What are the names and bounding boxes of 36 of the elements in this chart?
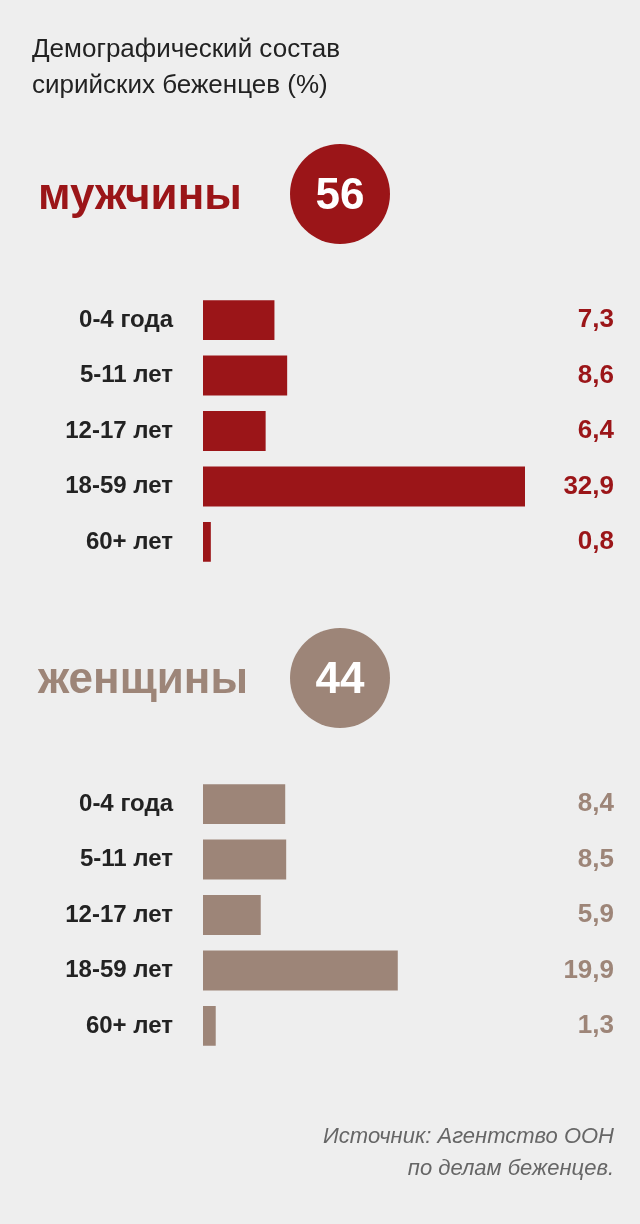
bar — [203, 300, 275, 341]
text: 44 — [290, 628, 390, 728]
data-label: 8,4 — [577, 787, 615, 818]
chart-subtitle: мужчины — [38, 169, 243, 219]
bar — [203, 950, 398, 991]
y-tick-label: 60+ лет — [85, 526, 174, 554]
data-label: 32,9 — [563, 469, 614, 500]
data-label: 0,8 — [577, 525, 614, 556]
bar — [203, 839, 287, 880]
bar — [203, 521, 211, 562]
y-tick-label: 18-59 лет — [65, 471, 174, 499]
y-tick-label: 12-17 лет — [65, 415, 174, 443]
text: 56 — [290, 144, 390, 244]
text: Источник: Агентство ООН по делам беженцев. — [322, 1122, 615, 1182]
y-tick-label: 0-4 года — [79, 788, 174, 816]
chart-title: Демографический состав сирийских беженцев (%) — [31, 32, 341, 101]
bar — [203, 784, 286, 825]
y-tick-label: 0-4 года — [79, 304, 174, 332]
bar — [203, 411, 266, 451]
data-label: 19,9 — [563, 953, 614, 984]
y-tick-label: 5-11 лет — [79, 360, 174, 388]
y-tick-label: 60+ лет — [85, 1010, 174, 1038]
bar — [203, 355, 288, 396]
data-label: 8,5 — [577, 842, 614, 873]
bar — [203, 895, 261, 935]
y-tick-label: 5-11 лет — [79, 844, 174, 872]
y-tick-label: 18-59 лет — [65, 955, 174, 983]
bar — [203, 1005, 216, 1046]
data-label: 7,3 — [577, 303, 614, 334]
data-label: 1,3 — [577, 1009, 614, 1040]
data-label: 8,6 — [577, 358, 614, 389]
chart-subtitle: женщины — [38, 653, 249, 703]
y-tick-label: 12-17 лет — [65, 899, 174, 927]
bar — [203, 466, 525, 507]
data-label: 5,9 — [577, 898, 614, 929]
data-label: 6,4 — [577, 414, 615, 445]
